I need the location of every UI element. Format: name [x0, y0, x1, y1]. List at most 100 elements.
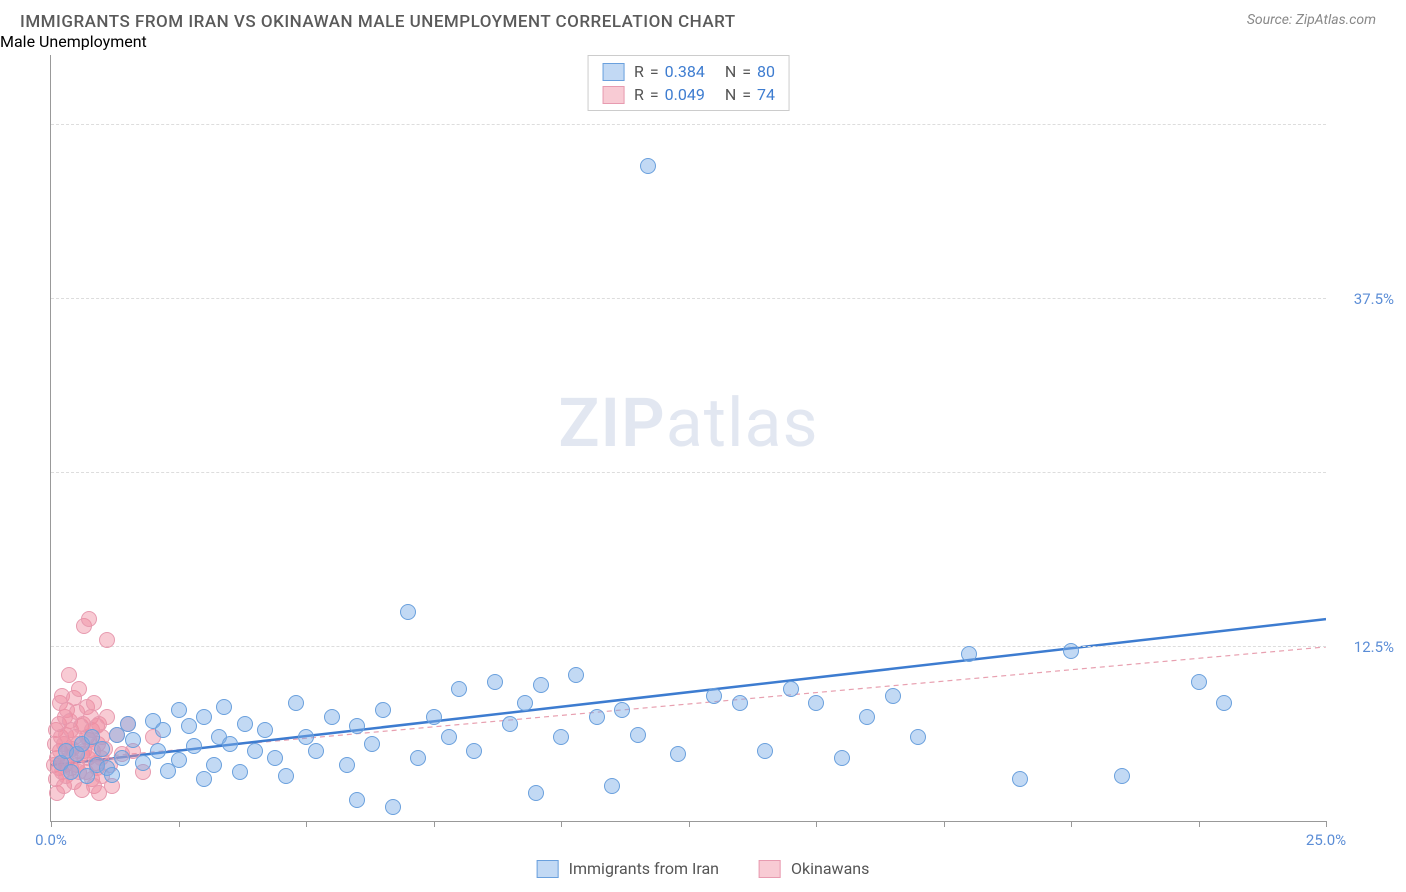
- gridline-h: [51, 298, 1326, 299]
- scatter-point-iran: [222, 736, 238, 752]
- scatter-point-iran: [196, 709, 212, 725]
- x-tick: [561, 821, 562, 827]
- legend-swatch-pink: [602, 86, 624, 104]
- gridline-h: [51, 646, 1326, 647]
- header: IMMIGRANTS FROM IRAN VS OKINAWAN MALE UN…: [0, 0, 1406, 32]
- scatter-point-iran: [1114, 768, 1130, 784]
- scatter-point-iran: [247, 743, 263, 759]
- scatter-point-iran: [533, 677, 549, 693]
- scatter-point-iran: [834, 750, 850, 766]
- scatter-point-iran: [155, 722, 171, 738]
- scatter-point-iran: [349, 718, 365, 734]
- scatter-point-iran: [324, 709, 340, 725]
- chart-area: ZIPatlas R = 0.384 N = 80 R = 0.049 N = …: [50, 55, 1326, 822]
- scatter-point-iran: [589, 709, 605, 725]
- scatter-point-iran: [630, 727, 646, 743]
- source-label: Source: ZipAtlas.com: [1247, 12, 1386, 28]
- scatter-point-iran: [859, 709, 875, 725]
- scatter-point-iran: [298, 729, 314, 745]
- scatter-point-iran: [451, 681, 467, 697]
- scatter-point-iran: [426, 709, 442, 725]
- bottom-legend: Immigrants from Iran Okinawans: [537, 859, 870, 878]
- plot-area: ZIPatlas R = 0.384 N = 80 R = 0.049 N = …: [50, 55, 1326, 822]
- scatter-point-iran: [171, 752, 187, 768]
- x-tick: [306, 821, 307, 827]
- x-tick: [1326, 821, 1327, 827]
- scatter-point-iran: [364, 736, 380, 752]
- scatter-point-iran: [1191, 674, 1207, 690]
- legend-item-2: Okinawans: [759, 859, 869, 878]
- legend-item-1: Immigrants from Iran: [537, 859, 719, 878]
- scatter-point-iran: [466, 743, 482, 759]
- x-tick: [1071, 821, 1072, 827]
- gridline-h: [51, 472, 1326, 473]
- scatter-point-okinawan: [86, 695, 102, 711]
- scatter-point-iran: [375, 702, 391, 718]
- trend-line: [51, 647, 1326, 761]
- scatter-point-iran: [232, 764, 248, 780]
- scatter-point-iran: [553, 729, 569, 745]
- scatter-point-iran: [278, 768, 294, 784]
- scatter-point-iran: [120, 716, 136, 732]
- trend-lines-svg: [51, 55, 1326, 821]
- scatter-point-iran: [400, 604, 416, 620]
- stat-r-value: 0.384: [665, 62, 705, 81]
- x-tick: [1199, 821, 1200, 827]
- scatter-point-iran: [216, 699, 232, 715]
- scatter-point-iran: [808, 695, 824, 711]
- x-tick: [944, 821, 945, 827]
- scatter-point-iran: [568, 667, 584, 683]
- scatter-point-iran: [104, 767, 120, 783]
- scatter-point-iran: [63, 764, 79, 780]
- scatter-point-iran: [487, 674, 503, 690]
- stat-n-label: N: [725, 62, 736, 81]
- scatter-point-iran: [502, 716, 518, 732]
- y-axis-label: Male Unemployment: [0, 32, 147, 51]
- scatter-point-iran: [196, 771, 212, 787]
- scatter-point-okinawan: [99, 709, 115, 725]
- stat-n-label: N: [725, 85, 736, 104]
- scatter-point-iran: [670, 746, 686, 762]
- scatter-point-iran: [961, 646, 977, 662]
- scatter-point-iran: [517, 695, 533, 711]
- legend-swatch-blue: [602, 63, 624, 81]
- scatter-point-iran: [528, 785, 544, 801]
- stat-r-label: R: [634, 85, 644, 104]
- scatter-point-iran: [135, 755, 151, 771]
- scatter-point-iran: [885, 688, 901, 704]
- trend-line: [51, 619, 1326, 765]
- scatter-point-iran: [706, 688, 722, 704]
- x-tick-label: 25.0%: [1306, 831, 1346, 849]
- scatter-point-iran: [308, 743, 324, 759]
- stat-r-label: R: [634, 62, 644, 81]
- scatter-point-iran: [181, 718, 197, 734]
- scatter-point-iran: [640, 158, 656, 174]
- stats-legend: R = 0.384 N = 80 R = 0.049 N = 74: [587, 55, 790, 111]
- stats-row-1: R = 0.384 N = 80: [588, 60, 789, 83]
- legend-label-1: Immigrants from Iran: [569, 859, 719, 878]
- x-tick-label: 0.0%: [35, 831, 67, 849]
- yal: Male Unemployment: [0, 32, 1406, 51]
- scatter-point-iran: [410, 750, 426, 766]
- y-tick-label: 37.5%: [1334, 290, 1394, 308]
- scatter-point-iran: [614, 702, 630, 718]
- chart-title: IMMIGRANTS FROM IRAN VS OKINAWAN MALE UN…: [20, 12, 736, 32]
- scatter-point-iran: [783, 681, 799, 697]
- scatter-point-okinawan: [61, 667, 77, 683]
- x-tick: [51, 821, 52, 827]
- y-tick-label: 12.5%: [1334, 638, 1394, 656]
- legend-swatch-blue: [537, 860, 559, 878]
- scatter-point-iran: [1063, 643, 1079, 659]
- legend-label-2: Okinawans: [791, 859, 869, 878]
- watermark: ZIPatlas: [558, 383, 818, 463]
- scatter-point-iran: [94, 741, 110, 757]
- scatter-point-iran: [604, 778, 620, 794]
- scatter-point-iran: [171, 702, 187, 718]
- scatter-point-okinawan: [71, 681, 87, 697]
- scatter-point-iran: [257, 722, 273, 738]
- scatter-point-iran: [757, 743, 773, 759]
- scatter-point-okinawan: [99, 632, 115, 648]
- x-tick: [179, 821, 180, 827]
- x-tick: [434, 821, 435, 827]
- x-tick: [689, 821, 690, 827]
